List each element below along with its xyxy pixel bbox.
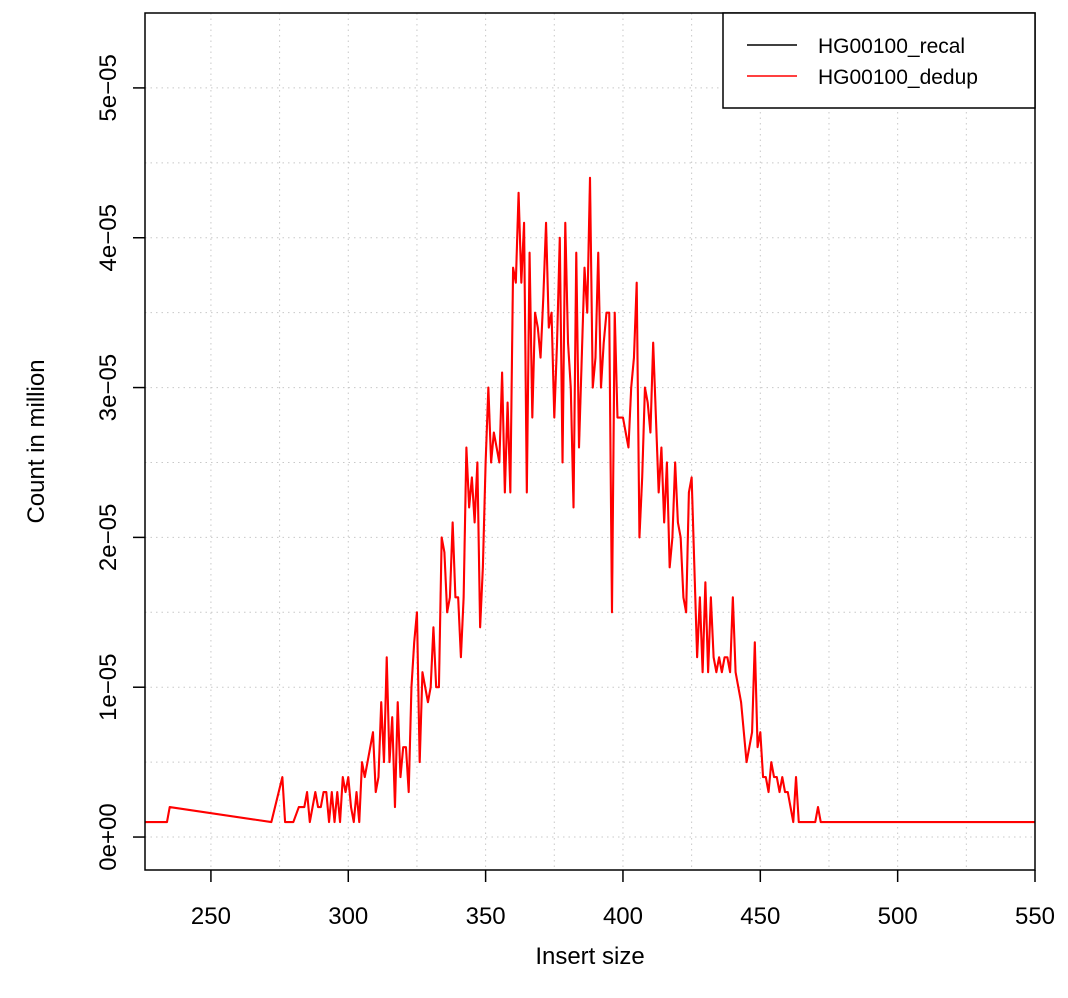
x-tick-label: 450 — [740, 903, 780, 930]
y-tick-label: 4e−05 — [95, 204, 122, 271]
y-tick-label: 0e+00 — [95, 803, 122, 870]
y-tick-label: 2e−05 — [95, 504, 122, 571]
x-tick-label: 250 — [191, 903, 231, 930]
x-tick-label: 500 — [878, 903, 918, 930]
legend: HG00100_recal HG00100_dedup — [722, 12, 1036, 109]
legend-label: HG00100_dedup — [818, 66, 978, 89]
x-axis-label: Insert size — [535, 943, 644, 970]
legend-box — [722, 12, 1036, 109]
legend-label: HG00100_recal — [818, 35, 965, 58]
y-tick-label: 5e−05 — [95, 54, 122, 121]
plot-area-frame — [144, 12, 1036, 871]
series-lines — [145, 176, 1035, 824]
y-axis-label: Count in million — [23, 359, 50, 523]
y-axis: 0e+00 1e−05 2e−05 3e−05 4e−05 5e−05 — [95, 54, 145, 871]
x-tick-label: 350 — [466, 903, 506, 930]
series-line-HG00100_dedup — [145, 176, 1035, 824]
x-tick-label: 300 — [328, 903, 368, 930]
y-tick-label: 3e−05 — [95, 354, 122, 421]
x-axis: 250 300 350 400 450 500 550 — [191, 870, 1055, 930]
x-tick-label: 400 — [603, 903, 643, 930]
x-tick-label: 550 — [1015, 903, 1055, 930]
grid-lines — [145, 12, 1036, 870]
y-tick-label: 1e−05 — [95, 654, 122, 721]
series-line-HG00100_recal — [145, 177, 1035, 823]
